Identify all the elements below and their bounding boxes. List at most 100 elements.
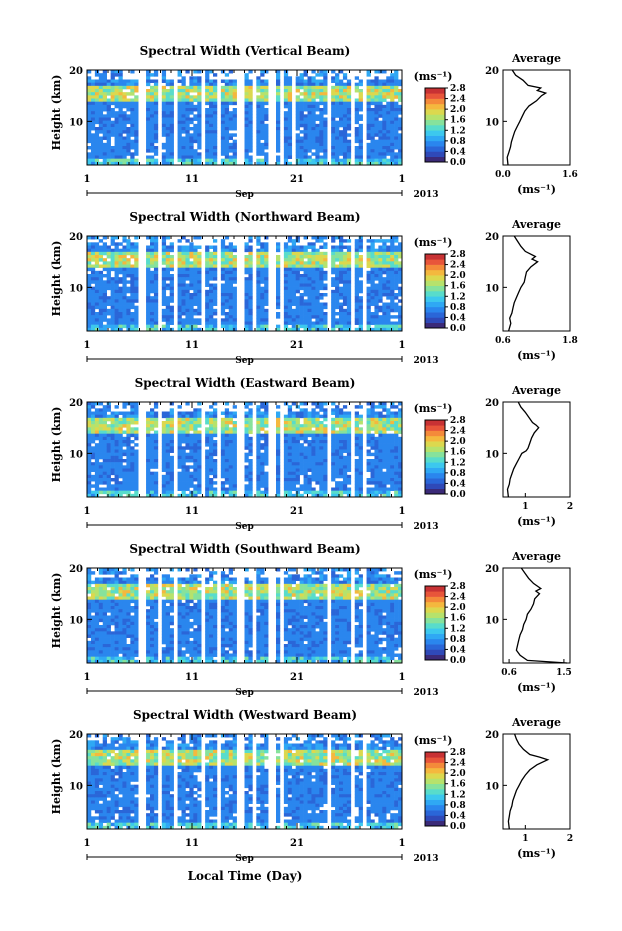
heatmap-cell: [224, 478, 230, 482]
heatmap-cell: [339, 258, 344, 262]
heatmap-cell: [386, 108, 391, 112]
heatmap-cell: [106, 462, 111, 466]
heatmap-cell: [165, 89, 170, 93]
heatmap-cell: [378, 146, 383, 150]
heatmap-cell: [228, 267, 233, 272]
heatmap-cell: [98, 161, 104, 166]
heatmap-cell: [232, 127, 237, 131]
heatmap-cell: [165, 471, 170, 476]
heatmap-cell: [177, 446, 182, 450]
heatmap-cell: [90, 242, 96, 246]
heatmap-cell: [315, 478, 320, 482]
heatmap-cell: [307, 411, 312, 415]
heatmap-cell: [291, 239, 296, 243]
heatmap-cell: [90, 315, 96, 319]
heatmap-cell: [224, 443, 230, 447]
heatmap-cell: [181, 427, 186, 431]
heatmap-cell: [165, 455, 170, 460]
heatmap-cell: [224, 98, 230, 102]
heatmap-cell: [106, 408, 111, 412]
heatmap-cell: [339, 98, 344, 102]
heatmap-cell: [295, 443, 300, 447]
heatmap-cell: [339, 149, 344, 153]
heatmap-cell: [150, 79, 155, 83]
heatmap-cell: [197, 283, 202, 287]
heatmap-cell: [209, 108, 214, 112]
heatmap-cell: [146, 142, 151, 147]
heatmap-cell: [213, 433, 218, 438]
heatmap-cell: [87, 277, 92, 281]
heatmap-cell: [398, 289, 403, 294]
heatmap-cell: [169, 114, 174, 118]
heatmap-cell: [370, 136, 375, 140]
heatmap-cell: [232, 324, 237, 329]
heatmap-cell: [181, 142, 186, 147]
heatmap-cell: [169, 296, 174, 300]
heatmap-cell: [185, 98, 190, 102]
heatmap-cell: [153, 474, 159, 479]
heatmap-cell: [307, 255, 312, 259]
heatmap-cell: [335, 236, 340, 240]
heatmap-cell: [161, 261, 167, 265]
heatmap-cell: [126, 446, 131, 450]
heatmap-cell: [90, 478, 96, 482]
heatmap-cell: [102, 149, 107, 153]
heatmap-cell: [287, 468, 293, 472]
heatmap-cell: [276, 108, 281, 112]
heatmap-cell: [193, 261, 198, 265]
heatmap-cell: [161, 487, 167, 491]
heatmap-cell: [358, 108, 363, 112]
heatmap-cell: [331, 411, 336, 415]
heatmap-cell: [323, 92, 328, 96]
heatmap-cell: [224, 136, 230, 140]
heatmap-cell: [315, 158, 320, 163]
heatmap-cell: [287, 142, 293, 147]
heatmap-cell: [260, 286, 265, 291]
heatmap-cell: [118, 474, 123, 479]
heatmap-cell: [307, 133, 312, 137]
heatmap-cell: [335, 82, 340, 87]
heatmap-cell: [98, 490, 104, 495]
heatmap-cell: [374, 108, 379, 112]
heatmap-cell: [291, 308, 296, 313]
heatmap-cell: [106, 465, 111, 469]
heatmap-cell: [122, 236, 127, 240]
heatmap-cell: [146, 277, 151, 281]
heatmap-cell: [342, 324, 348, 329]
x-tick-label: 1: [84, 174, 91, 185]
heatmap-cell: [106, 161, 111, 166]
heatmap-cell: [224, 267, 230, 272]
heatmap-cell: [161, 318, 167, 322]
heatmap-cell: [378, 120, 383, 125]
heatmap-cell: [118, 108, 123, 112]
heatmap-cell: [181, 274, 186, 278]
heatmap-cell: [169, 305, 174, 310]
heatmap-cell: [386, 95, 391, 99]
heatmap-cell: [342, 95, 348, 99]
heatmap-cell: [110, 161, 115, 166]
heatmap-cell: [260, 98, 265, 102]
heatmap-cell: [342, 142, 348, 147]
heatmap-cell: [220, 98, 226, 102]
heatmap-cell: [256, 161, 261, 166]
heatmap-cell: [342, 277, 348, 281]
heatmap-cell: [315, 421, 320, 425]
heatmap-cell: [130, 98, 135, 102]
heatmap-cell: [106, 85, 111, 90]
heatmap-cell: [94, 299, 100, 303]
heatmap-cell: [146, 146, 151, 150]
heatmap-cell: [303, 315, 308, 319]
heatmap-cell: [110, 430, 115, 434]
heatmap-cell: [390, 85, 395, 90]
heatmap-cell: [90, 149, 96, 153]
heatmap-cell: [122, 123, 127, 128]
heatmap-cell: [287, 427, 293, 431]
heatmap-cell: [287, 315, 293, 319]
heatmap-cell: [264, 114, 269, 118]
heatmap-cell: [303, 277, 308, 281]
heatmap-cell: [390, 324, 395, 329]
heatmap-cell: [146, 270, 151, 275]
heatmap-cell: [189, 146, 194, 150]
heatmap-cell: [122, 267, 127, 272]
heatmap-cell: [153, 70, 159, 74]
